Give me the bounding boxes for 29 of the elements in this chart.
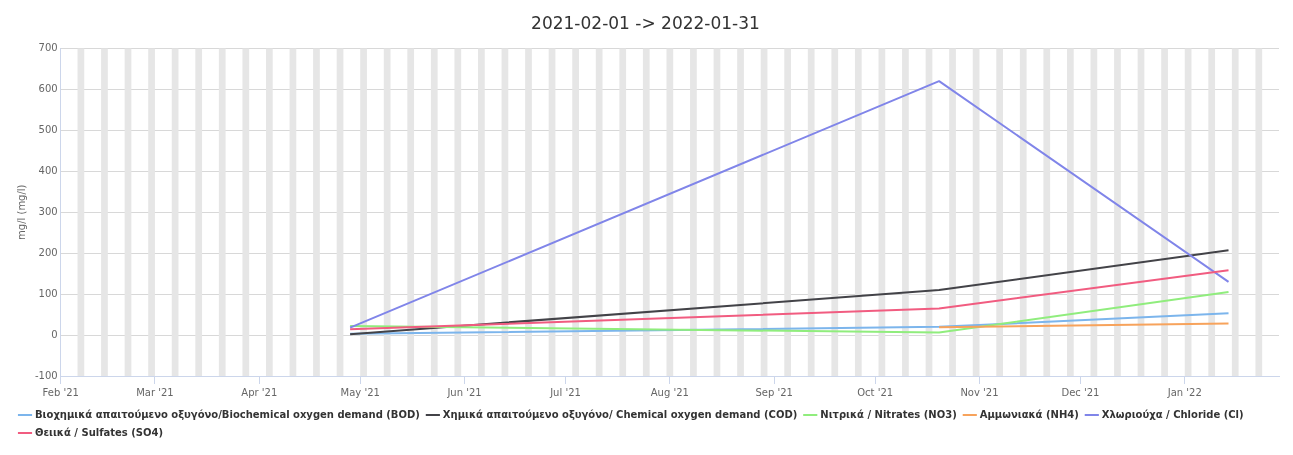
- x-tick-label: Nov '21: [960, 386, 999, 398]
- legend-label: Νιτρικά / Nitrates (NO3): [820, 408, 957, 420]
- legend-label: Αμμωνιακά (NH4): [979, 408, 1079, 420]
- x-tick-label: Jan '22: [1166, 386, 1202, 398]
- y-tick-label: 100: [38, 287, 58, 299]
- x-tick-label: Dec '21: [1061, 386, 1100, 398]
- y-tick-label: -100: [34, 369, 58, 381]
- y-axis-title: mg/l (mg/l): [15, 184, 27, 240]
- x-tick-label: Sep '21: [755, 386, 793, 398]
- y-tick-label: 700: [38, 41, 58, 53]
- x-tick-label: Feb '21: [42, 386, 79, 398]
- x-tick-label: May '21: [340, 386, 380, 398]
- y-tick-label: 600: [38, 82, 58, 94]
- x-tick-label: Mar '21: [136, 386, 174, 398]
- legend-label: Θειικά / Sulfates (SO4): [35, 426, 164, 438]
- x-tick-label: Jul '21: [549, 386, 581, 398]
- x-tick-label: Oct '21: [857, 386, 894, 398]
- x-tick-label: Jun '21: [446, 386, 482, 398]
- legend-label: Χλωριούχα / Chloride (Cl): [1101, 408, 1244, 420]
- x-tick-label: Aug '21: [650, 386, 689, 398]
- legend-label: Βιοχημικά απαιτούμενο οξυγόνο/Biochemical oxygen demand (BOD): [35, 408, 420, 420]
- y-tick-label: 400: [38, 164, 58, 176]
- legend-label: Χημικά απαιτούμενο οξυγόνο/ Chemical oxygen demand (COD): [442, 408, 798, 420]
- y-tick-label: 300: [38, 205, 58, 217]
- y-tick-label: 500: [38, 123, 58, 135]
- y-tick-label: 200: [38, 246, 58, 258]
- chart-title: 2021-02-01 -> 2022-01-31: [531, 12, 760, 33]
- y-tick-label: 0: [51, 328, 58, 340]
- x-tick-label: Apr '21: [241, 386, 278, 398]
